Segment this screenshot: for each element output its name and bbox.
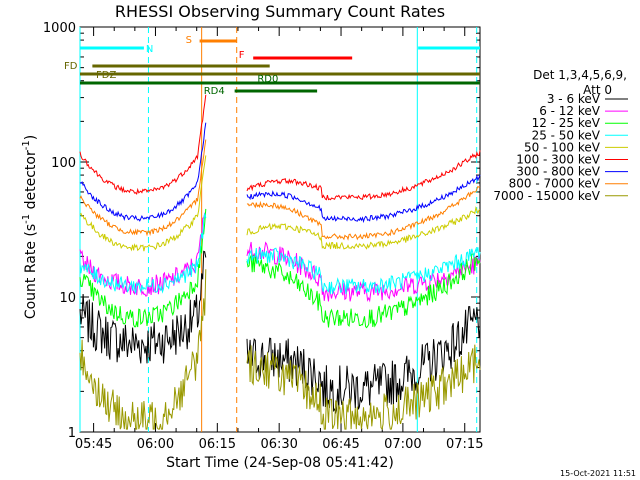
y-label-exp: -1 xyxy=(21,140,32,150)
x-tick-label: 06:15 xyxy=(199,437,236,452)
y-label-part: Count Rate (s xyxy=(23,224,39,319)
series-line xyxy=(246,185,481,241)
series-line xyxy=(246,253,481,329)
legend-label: 50 - 100 keV xyxy=(524,140,601,154)
series-line xyxy=(246,206,481,250)
y-tick-label: 10 xyxy=(59,291,76,306)
series-line xyxy=(79,269,207,430)
series-line xyxy=(79,213,207,294)
series-line xyxy=(79,212,207,297)
flag-bars: N S F FD FDZ RD0 RD4 xyxy=(64,35,480,97)
series-line xyxy=(79,155,207,252)
x-tick-label: 06:30 xyxy=(260,437,297,452)
series-line xyxy=(246,150,481,201)
series-line xyxy=(79,122,207,222)
legend-label: 800 - 7000 keV xyxy=(509,177,601,191)
legend-label: 7000 - 15000 keV xyxy=(493,189,600,203)
flag-label: RD4 xyxy=(204,86,225,97)
flag-label: FDZ xyxy=(96,70,116,81)
x-tick-label: 06:45 xyxy=(322,437,359,452)
series-line xyxy=(246,247,481,295)
y-label-exp: -1 xyxy=(21,214,32,224)
y-tick-labels: 1 10 100 1000 xyxy=(43,21,76,441)
y-label-part: detector xyxy=(23,150,39,214)
legend-label: 12 - 25 keV xyxy=(532,116,601,130)
x-tick-label: 05:45 xyxy=(75,437,112,452)
legend-label: 25 - 50 keV xyxy=(532,128,601,142)
x-tick-label: 07:15 xyxy=(446,437,483,452)
flag-label: FD xyxy=(64,61,78,72)
flag-label: F xyxy=(239,50,245,61)
x-tick-label: 07:00 xyxy=(384,437,421,452)
legend-header-line1: Det 1,3,4,5,6,9, xyxy=(533,68,627,82)
legend-label: 100 - 300 keV xyxy=(516,153,600,167)
plot-frame xyxy=(79,26,481,433)
y-axis-label: Count Rate (s-1 detector-1) xyxy=(21,135,39,319)
chart-title: RHESSI Observing Summary Count Rates xyxy=(115,2,445,21)
y-label-part: ) xyxy=(23,135,39,140)
x-tick-labels: 05:45 06:00 06:15 06:30 06:45 07:00 07:15 xyxy=(75,437,484,452)
y-tick-label: 1 xyxy=(68,426,76,441)
vertical-markers xyxy=(79,27,478,432)
x-axis-label: Start Time (24-Sep-08 05:41:42) xyxy=(166,455,394,471)
flag-label: RD0 xyxy=(257,74,278,85)
series-line xyxy=(79,250,207,364)
series-line xyxy=(246,174,481,224)
footer-timestamp: 15-Oct-2021 11:51 xyxy=(560,469,636,478)
plot-axes xyxy=(79,26,481,433)
flag-label: S xyxy=(186,35,192,46)
legend-label: 300 - 800 keV xyxy=(516,165,600,179)
flag-label: N xyxy=(146,44,153,55)
legend-label: 6 - 12 keV xyxy=(539,104,601,118)
series-line xyxy=(246,306,481,414)
legend-header-line2: Att 0 xyxy=(583,83,612,97)
series-lines xyxy=(79,94,481,431)
y-tick-label: 1000 xyxy=(43,21,76,36)
y-tick-label: 100 xyxy=(51,156,76,171)
series-line xyxy=(246,344,481,431)
x-tick-label: 06:00 xyxy=(137,437,174,452)
legend-label: 3 - 6 keV xyxy=(547,92,601,106)
series-line xyxy=(79,208,207,328)
series-line xyxy=(79,94,207,195)
series-line xyxy=(79,139,207,237)
